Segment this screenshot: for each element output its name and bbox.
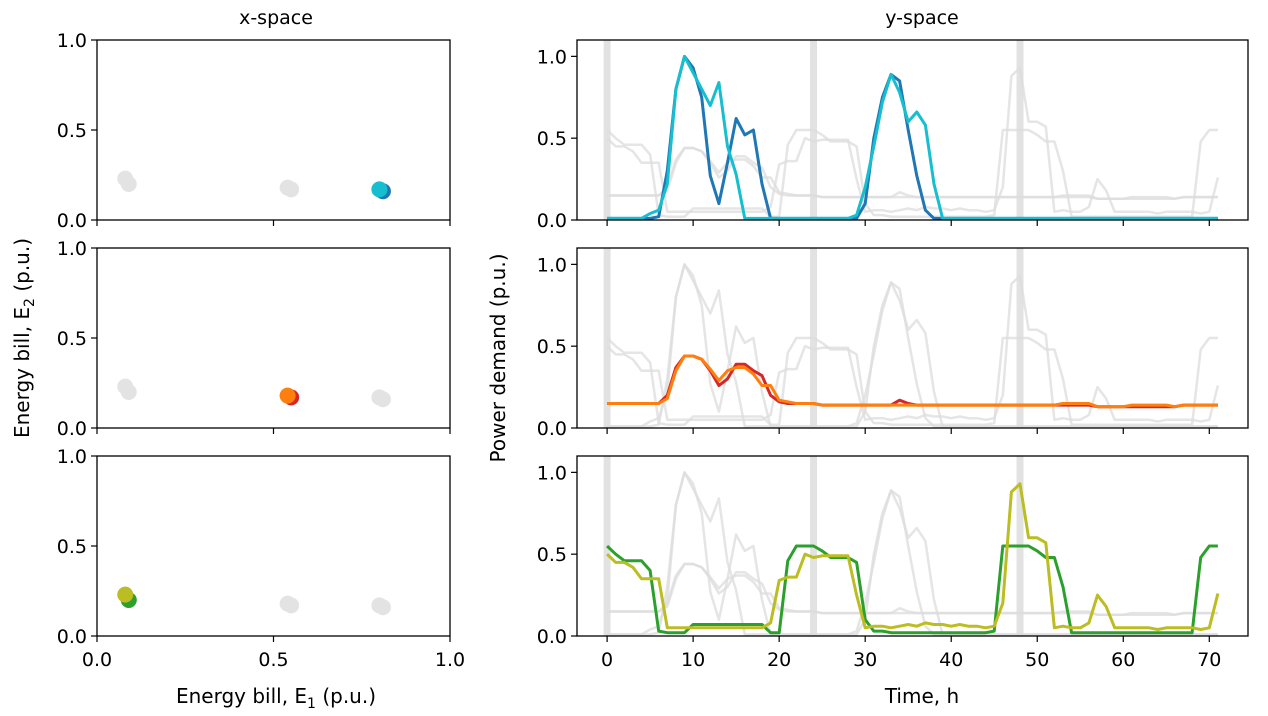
- y-space-y-tick-label: 0.0: [537, 210, 567, 232]
- panels: 0.00.51.00.00.51.00.00.51.00.0 0.5 1.00.00…: [57, 30, 1249, 671]
- y-space-y-tick-label: 0.5: [537, 544, 567, 566]
- x-space-plot-frame: [96, 247, 451, 429]
- background-series-line: [606, 336, 1218, 426]
- x-space-plot-frame: [96, 39, 451, 221]
- left-y-axis-label: Energy bill, E2 (p.u.): [10, 238, 38, 438]
- y-space-panel-1: 0.0 0.5 1.0: [537, 39, 1249, 232]
- x-space-panel-1: 0.0 0.5 1.0: [57, 30, 451, 232]
- left-y-axis-label-tail: (p.u.): [10, 238, 34, 298]
- y-space-x-tick-label: 40: [939, 649, 963, 671]
- y-space-x-tick-label: 70: [1197, 649, 1221, 671]
- y-space-panel-3: 0.0 0.5 1.0 0 10 20 30 40 50 60 70: [537, 455, 1249, 671]
- background-series-line: [606, 274, 1220, 423]
- background-series-line: [607, 263, 1218, 428]
- y-space-x-tick-label: 60: [1111, 649, 1135, 671]
- x-space-y-tick-label: 0.0: [57, 210, 87, 232]
- y-space-x-tick-label: 30: [853, 649, 877, 671]
- right-y-axis-label: Power demand (p.u.): [486, 254, 510, 463]
- y-space-y-tick-label: 0.5: [537, 128, 567, 150]
- background-point: [120, 176, 137, 192]
- series-line: [607, 354, 1218, 409]
- left-y-axis-label-main: Energy bill, E: [10, 307, 34, 438]
- left-title: x-space: [239, 7, 313, 29]
- background-series-line: [606, 128, 1218, 218]
- right-x-axis-label: Time, h: [884, 684, 959, 708]
- y-space-y-tick-label: 0.5: [537, 336, 567, 358]
- x-space-panel-3: 0.0 0.5 1.0 0.0 0.5 1.0: [57, 446, 465, 671]
- x-space-x-tick-label: 0.5: [258, 649, 288, 671]
- y-space-x-tick-label: 0: [601, 649, 613, 671]
- left-x-axis-label: Energy bill, E1 (p.u.): [176, 684, 376, 712]
- y-space-panel-2: 0.0 0.5 1.0: [537, 247, 1249, 440]
- y-space-y-tick-label: 0.0: [537, 626, 567, 648]
- x-space-y-tick-label: 1.0: [57, 238, 87, 260]
- x-space-plot-frame: [96, 455, 451, 637]
- left-x-axis-label-main: Energy bill, E: [176, 684, 307, 708]
- x-space-y-tick-label: 1.0: [57, 30, 87, 52]
- y-space-plot-frame: [576, 455, 1249, 637]
- x-space-y-tick-label: 0.0: [57, 418, 87, 440]
- y-space-y-tick-label: 0.0: [537, 418, 567, 440]
- series-line: [606, 482, 1220, 631]
- y-space-plot-frame: [576, 39, 1249, 221]
- y-space-x-tick-label: 10: [681, 649, 705, 671]
- background-point: [283, 597, 300, 614]
- background-series-line: [607, 263, 1218, 428]
- x-space-y-tick-label: 0.5: [57, 120, 87, 142]
- background-series-line: [607, 562, 1218, 616]
- background-point: [374, 599, 391, 616]
- left-x-axis-label-subscript: 1: [307, 696, 316, 712]
- highlighted-point: [279, 387, 296, 404]
- background-point: [283, 181, 300, 198]
- y-space-y-tick-label: 1.0: [537, 46, 567, 68]
- x-space-x-tick-label: 1.0: [435, 649, 465, 671]
- y-space-x-tick-label: 50: [1025, 649, 1049, 671]
- x-space-y-tick-label: 0.5: [57, 536, 87, 558]
- highlighted-point: [371, 181, 388, 198]
- background-series-line: [607, 471, 1218, 636]
- left-x-axis-label-tail: (p.u.): [316, 684, 376, 708]
- x-space-x-tick-label: 0.0: [82, 649, 112, 671]
- background-series-line: [606, 66, 1220, 215]
- y-space-x-tick-label: 20: [767, 649, 791, 671]
- right-title: y-space: [885, 7, 959, 29]
- x-space-y-tick-label: 0.5: [57, 328, 87, 350]
- series-line: [606, 544, 1218, 635]
- y-space-y-tick-label: 1.0: [537, 254, 567, 276]
- highlighted-point: [117, 586, 134, 603]
- x-space-panel-2: 0.0 0.5 1.0: [57, 238, 451, 440]
- background-point: [120, 384, 137, 400]
- y-space-plot-frame: [576, 247, 1249, 429]
- background-point: [374, 391, 391, 408]
- x-space-y-tick-label: 0.0: [57, 626, 87, 648]
- y-space-y-tick-label: 1.0: [537, 462, 567, 484]
- x-space-y-tick-label: 1.0: [57, 446, 87, 468]
- left-y-axis-label-subscript: 2: [22, 298, 38, 307]
- series-line: [607, 54, 1218, 220]
- background-series-line: [607, 471, 1218, 636]
